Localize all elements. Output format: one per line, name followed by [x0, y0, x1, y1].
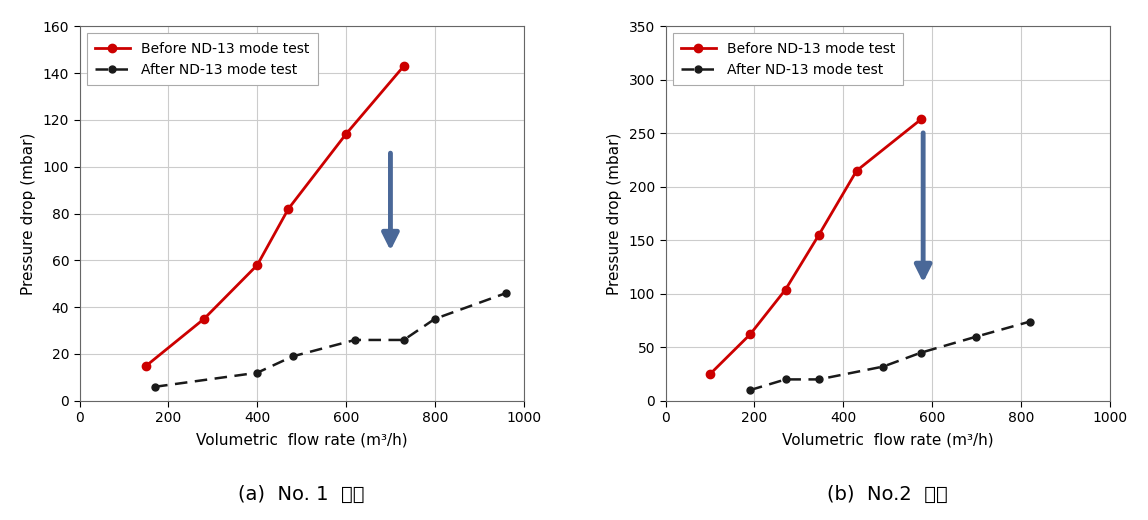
Before ND-13 mode test: [339, 131, 352, 137]
Text: (b)  No.2  필터: (b) No.2 필터: [828, 485, 948, 504]
After ND-13 mode test: [250, 370, 264, 376]
Before ND-13 mode test: [139, 362, 153, 369]
After ND-13 mode test: [812, 376, 825, 383]
Legend: Before ND-13 mode test, After ND-13 mode test: Before ND-13 mode test, After ND-13 mode…: [86, 33, 318, 85]
After ND-13 mode test: [148, 384, 162, 390]
After ND-13 mode test: [1023, 319, 1037, 325]
After ND-13 mode test: [428, 316, 442, 322]
Before ND-13 mode test: [812, 232, 825, 238]
Y-axis label: Pressure drop (mbar): Pressure drop (mbar): [607, 133, 622, 295]
X-axis label: Volumetric  flow rate (m³/h): Volumetric flow rate (m³/h): [782, 432, 993, 447]
Before ND-13 mode test: [743, 331, 757, 337]
Before ND-13 mode test: [778, 287, 792, 293]
Line: After ND-13 mode test: After ND-13 mode test: [746, 318, 1033, 394]
After ND-13 mode test: [743, 387, 757, 393]
Line: Before ND-13 mode test: Before ND-13 mode test: [706, 115, 925, 378]
Before ND-13 mode test: [914, 116, 928, 123]
Before ND-13 mode test: [397, 63, 411, 69]
Before ND-13 mode test: [281, 206, 295, 212]
After ND-13 mode test: [286, 353, 300, 359]
After ND-13 mode test: [876, 363, 890, 370]
After ND-13 mode test: [914, 349, 928, 356]
Y-axis label: Pressure drop (mbar): Pressure drop (mbar): [21, 133, 36, 295]
Text: (a)  No. 1  필터: (a) No. 1 필터: [239, 485, 365, 504]
After ND-13 mode test: [778, 376, 792, 383]
Line: After ND-13 mode test: After ND-13 mode test: [152, 290, 510, 390]
After ND-13 mode test: [348, 337, 362, 343]
After ND-13 mode test: [970, 333, 984, 340]
Before ND-13 mode test: [850, 167, 863, 174]
After ND-13 mode test: [499, 290, 513, 296]
Before ND-13 mode test: [704, 371, 718, 377]
After ND-13 mode test: [397, 337, 411, 343]
Before ND-13 mode test: [250, 262, 264, 268]
Before ND-13 mode test: [197, 316, 211, 322]
X-axis label: Volumetric  flow rate (m³/h): Volumetric flow rate (m³/h): [196, 432, 408, 447]
Legend: Before ND-13 mode test, After ND-13 mode test: Before ND-13 mode test, After ND-13 mode…: [673, 33, 903, 85]
Line: Before ND-13 mode test: Before ND-13 mode test: [142, 62, 408, 370]
